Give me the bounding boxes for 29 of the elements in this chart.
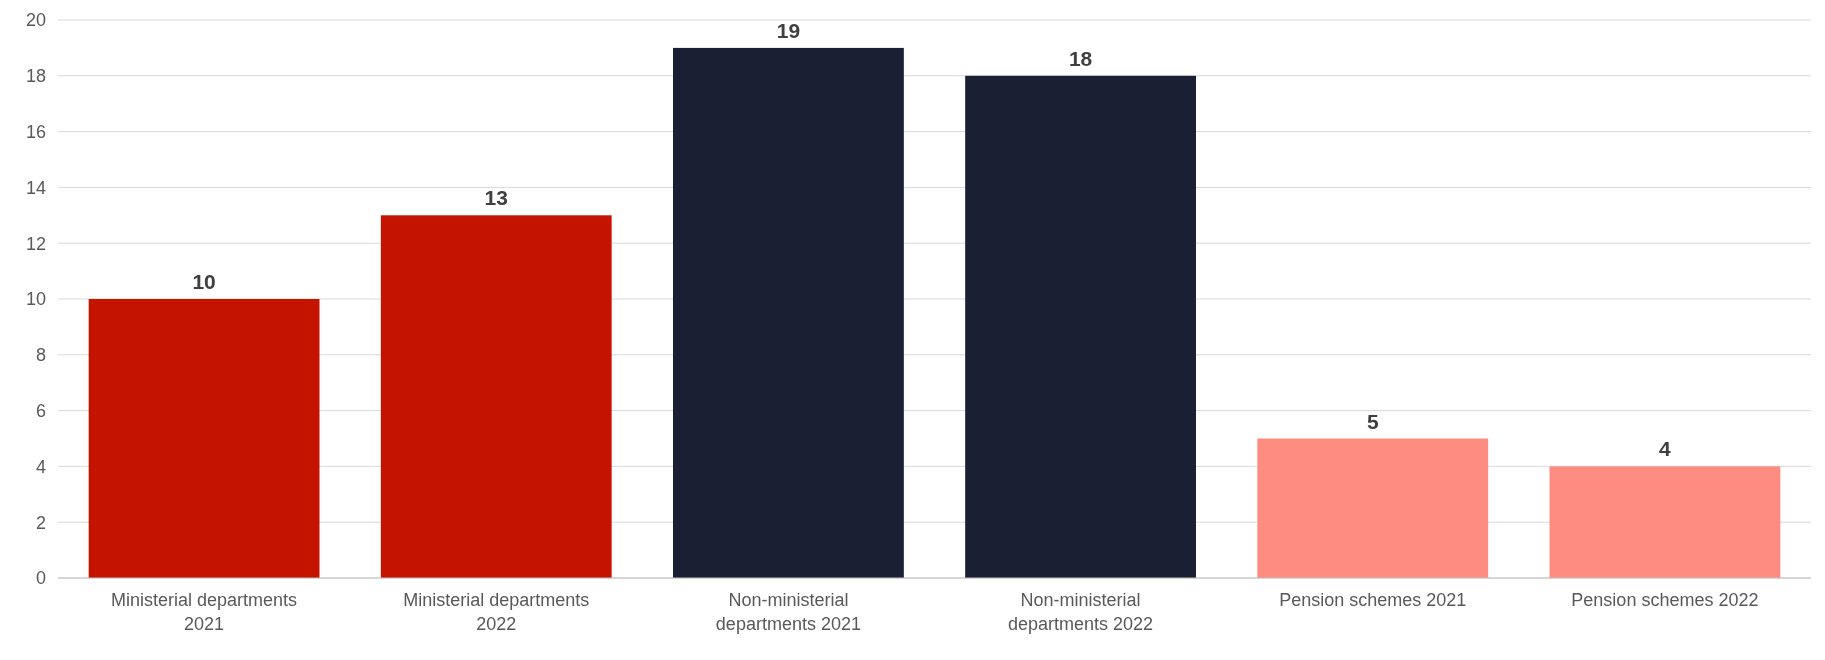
x-tick-label: Pension schemes 2021: [1279, 590, 1467, 610]
data-label: 4: [1659, 437, 1672, 461]
data-label: 13: [484, 186, 508, 210]
y-tick-label: 0: [35, 568, 46, 589]
y-tick-label: 4: [35, 456, 46, 477]
y-tick-label: 8: [35, 345, 46, 366]
x-tick-label: Non-ministerial departments 2021: [715, 590, 861, 634]
y-tick-label: 6: [35, 400, 46, 421]
bar: [1257, 438, 1489, 578]
y-tick-label: 16: [25, 121, 46, 142]
y-tick-label: 20: [25, 10, 46, 31]
bar: [380, 215, 612, 578]
y-tick-label: 2: [35, 512, 46, 533]
bar: [673, 47, 904, 578]
y-tick-label: 10: [25, 289, 46, 310]
x-tick-label: Ministerial departments 2022: [403, 590, 590, 634]
y-tick-label: 18: [25, 66, 46, 87]
x-tick-label: Pension schemes 2022: [1571, 590, 1759, 610]
x-tick-label: Non-ministerial departments 2022: [1008, 590, 1154, 634]
data-label: 5: [1366, 409, 1379, 433]
y-tick-label: 12: [25, 233, 46, 254]
data-label: 19: [776, 18, 801, 42]
x-tick-label: Ministerial departments 2021: [111, 590, 298, 634]
bar: [88, 299, 320, 578]
bar: [965, 75, 1196, 578]
bar: [1549, 466, 1781, 578]
data-label: 18: [1068, 46, 1093, 70]
data-label: 10: [192, 270, 216, 293]
y-tick-label: 14: [25, 177, 46, 198]
